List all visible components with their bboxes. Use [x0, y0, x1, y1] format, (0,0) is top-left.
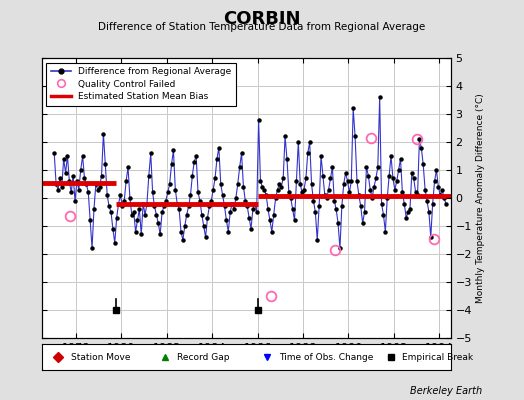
Text: Berkeley Earth: Berkeley Earth: [410, 386, 482, 396]
Text: Record Gap: Record Gap: [177, 352, 230, 362]
Text: Station Move: Station Move: [71, 352, 130, 362]
Text: Difference of Station Temperature Data from Regional Average: Difference of Station Temperature Data f…: [99, 22, 425, 32]
Y-axis label: Monthly Temperature Anomaly Difference (°C): Monthly Temperature Anomaly Difference (…: [476, 93, 485, 303]
Text: Time of Obs. Change: Time of Obs. Change: [279, 352, 374, 362]
Text: Empirical Break: Empirical Break: [401, 352, 473, 362]
Legend: Difference from Regional Average, Quality Control Failed, Estimated Station Mean: Difference from Regional Average, Qualit…: [47, 62, 236, 106]
Text: CORBIN: CORBIN: [223, 10, 301, 28]
